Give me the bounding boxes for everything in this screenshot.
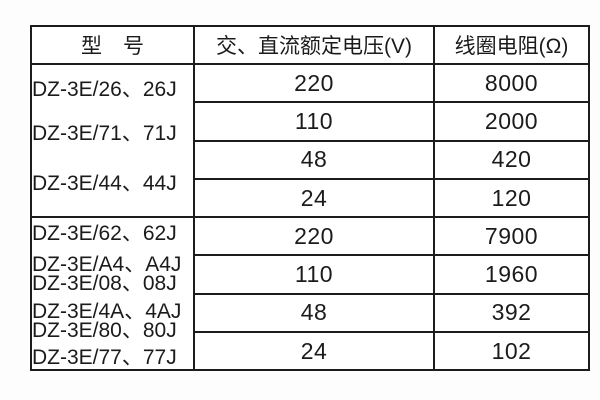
voltage-value: 48 <box>193 292 435 334</box>
voltage-value: 110 <box>193 101 435 142</box>
voltage-value: 220 <box>193 62 435 104</box>
model-name: DZ-3E/44、44J <box>32 172 177 195</box>
voltage-value: 220 <box>193 216 435 257</box>
table-row: 110 1960 <box>31 254 590 295</box>
header-row: 型 号 交、直流额定电压(V) 线圈电阻(Ω) <box>30 25 590 65</box>
resistance-value: 1960 <box>433 254 590 295</box>
model-name: DZ-3E/A4、A4J <box>32 253 182 277</box>
model-name: DZ-3E/77、77J <box>32 346 177 370</box>
voltage-value: 24 <box>193 331 435 372</box>
resistance-value: 392 <box>433 292 590 334</box>
spec-table: 型 号 交、直流额定电压(V) 线圈电阻(Ω) DZ-3E/26、26J DZ-… <box>30 25 590 372</box>
table-row: 48 392 <box>31 292 590 334</box>
voltage-value: 48 <box>193 139 435 180</box>
resistance-value: 420 <box>433 139 590 180</box>
model-name: DZ-3E/62、62J <box>32 222 177 246</box>
resistance-value: 7900 <box>433 216 590 257</box>
table-row: DZ-3E/62、62J DZ-3E/A4、A4J DZ-3E/08、08J D… <box>30 216 590 372</box>
model-name: DZ-3E/71、71J <box>32 122 177 145</box>
model-name: DZ-3E/4A、4AJ <box>32 300 182 324</box>
model-name: DZ-3E/26、26J <box>32 78 177 101</box>
table-row: 48 420 <box>31 139 590 180</box>
column-header-rated-voltage: 交、直流额定电压(V) <box>193 25 435 65</box>
column-header-model: 型 号 <box>30 25 195 65</box>
resistance-value: 102 <box>433 331 590 372</box>
column-header-coil-resistance: 线圈电阻(Ω) <box>433 25 590 65</box>
resistance-value: 8000 <box>433 62 590 104</box>
table-row: DZ-3E/26、26J DZ-3E/71、71J DZ-3E/44、44J 2… <box>30 62 590 219</box>
model-group-1-cell: DZ-3E/26、26J DZ-3E/71、71J DZ-3E/44、44J <box>30 62 195 219</box>
model-name: DZ-3E/80、80J <box>32 319 177 343</box>
table-row: 24 102 <box>31 331 590 372</box>
resistance-value: 120 <box>433 177 590 219</box>
table-row: 110 2000 <box>31 101 590 142</box>
model-name: DZ-3E/08、08J <box>32 272 177 296</box>
table-row: 24 120 <box>31 177 590 219</box>
voltage-value: 110 <box>193 254 435 295</box>
resistance-value: 2000 <box>433 101 590 142</box>
voltage-value: 24 <box>193 177 435 219</box>
model-group-2-cell: DZ-3E/62、62J DZ-3E/A4、A4J DZ-3E/08、08J D… <box>30 216 195 372</box>
